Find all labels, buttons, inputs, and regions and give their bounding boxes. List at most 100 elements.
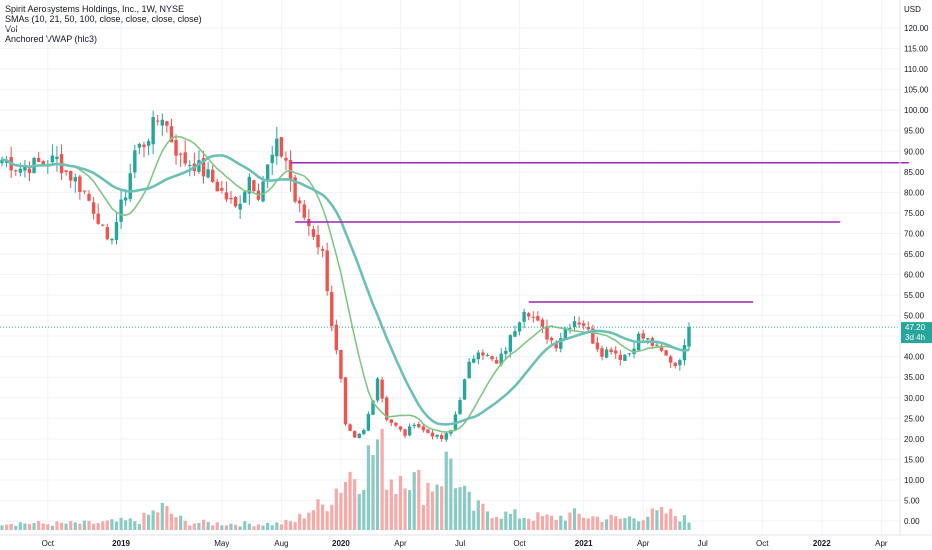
candle-body [311,229,316,237]
candle-body [435,434,439,437]
volume-bar [23,523,27,530]
candle-body [178,153,183,155]
volume-bar [426,482,430,530]
candle [472,355,476,364]
candle-body [407,426,412,436]
candle-body [485,354,490,356]
volume-bar [41,523,45,530]
volume-bar [4,524,9,530]
candle-body [339,350,343,379]
volume-bar [678,521,682,530]
volume-bar [9,523,13,530]
candle-body [105,227,110,240]
volume-bar [321,504,325,530]
candle-body [412,424,416,427]
x-tick-label: Oct [42,539,55,548]
candle-body [467,361,471,379]
candle-body [316,234,320,248]
candle [407,423,412,437]
candle [343,376,348,426]
candle-body [600,348,604,357]
candle-body [165,121,169,126]
x-tick-label: Oct [756,539,769,548]
candle [435,434,439,440]
candle-body [591,328,595,344]
volume-bar [586,518,590,530]
volume-bar [403,488,407,530]
candle [522,308,526,329]
candle-body [224,192,229,200]
candle-body [476,352,481,360]
candle-body [522,311,526,322]
candle [284,151,288,171]
candle-body [325,250,329,292]
volume-bar [64,523,68,530]
candle-body [490,356,494,360]
candle-body [197,160,201,172]
volume-bar [517,518,522,530]
y-tick-label: 65.00 [904,250,925,259]
candle [311,225,316,240]
candle [394,422,398,428]
candle-body [188,164,192,166]
volume-bar [339,492,343,530]
candle-body [472,358,476,363]
candle-body [36,157,41,163]
candle [403,428,407,439]
candle [247,173,252,206]
candle-body [659,345,664,351]
candle [458,397,462,415]
candle-body [0,159,4,164]
moving-averages [1,135,690,433]
candle-body [426,429,430,433]
candle-body [554,342,558,349]
candle [298,197,302,213]
volume-bar [220,525,224,530]
volume-bar [92,523,96,530]
y-tick-label: 115.00 [904,45,928,54]
candle [490,355,494,362]
volume-bar [37,521,41,530]
candle-body [494,359,499,364]
volume-bar [568,512,572,530]
candle [362,428,366,436]
candle-body [559,338,563,349]
candle [316,225,320,255]
volume-bar [101,521,105,530]
volume-bar [46,524,50,530]
candle-body [133,150,137,173]
y-tick-label: 5.00 [904,496,920,505]
volume-bar [206,522,210,530]
y-tick-label: 30.00 [904,394,925,403]
candle [142,141,146,158]
volume-bar [453,488,458,530]
candle [275,126,279,165]
candle-body [371,400,375,415]
y-tick-label: 60.00 [904,271,925,280]
candle [385,395,389,422]
candle [421,424,426,433]
candle [559,332,563,353]
candle-body [73,177,77,182]
candle-body [595,342,600,350]
candle-body [549,337,554,341]
candle [320,245,325,258]
volume-bar [536,512,540,530]
candle [256,183,261,202]
volume-bar [183,520,187,530]
volume-bar [238,526,242,530]
candle-body [146,141,151,146]
volume-bar [664,513,668,530]
volume-bar [142,512,146,530]
volume-bar [27,523,32,530]
volume-bar [531,520,535,530]
candle [146,138,151,156]
volume-bar [591,516,595,530]
candle [614,346,618,359]
candle-body [64,170,68,172]
candle-body [302,204,306,218]
volume-bar [137,524,141,530]
volume-bar [266,522,270,530]
